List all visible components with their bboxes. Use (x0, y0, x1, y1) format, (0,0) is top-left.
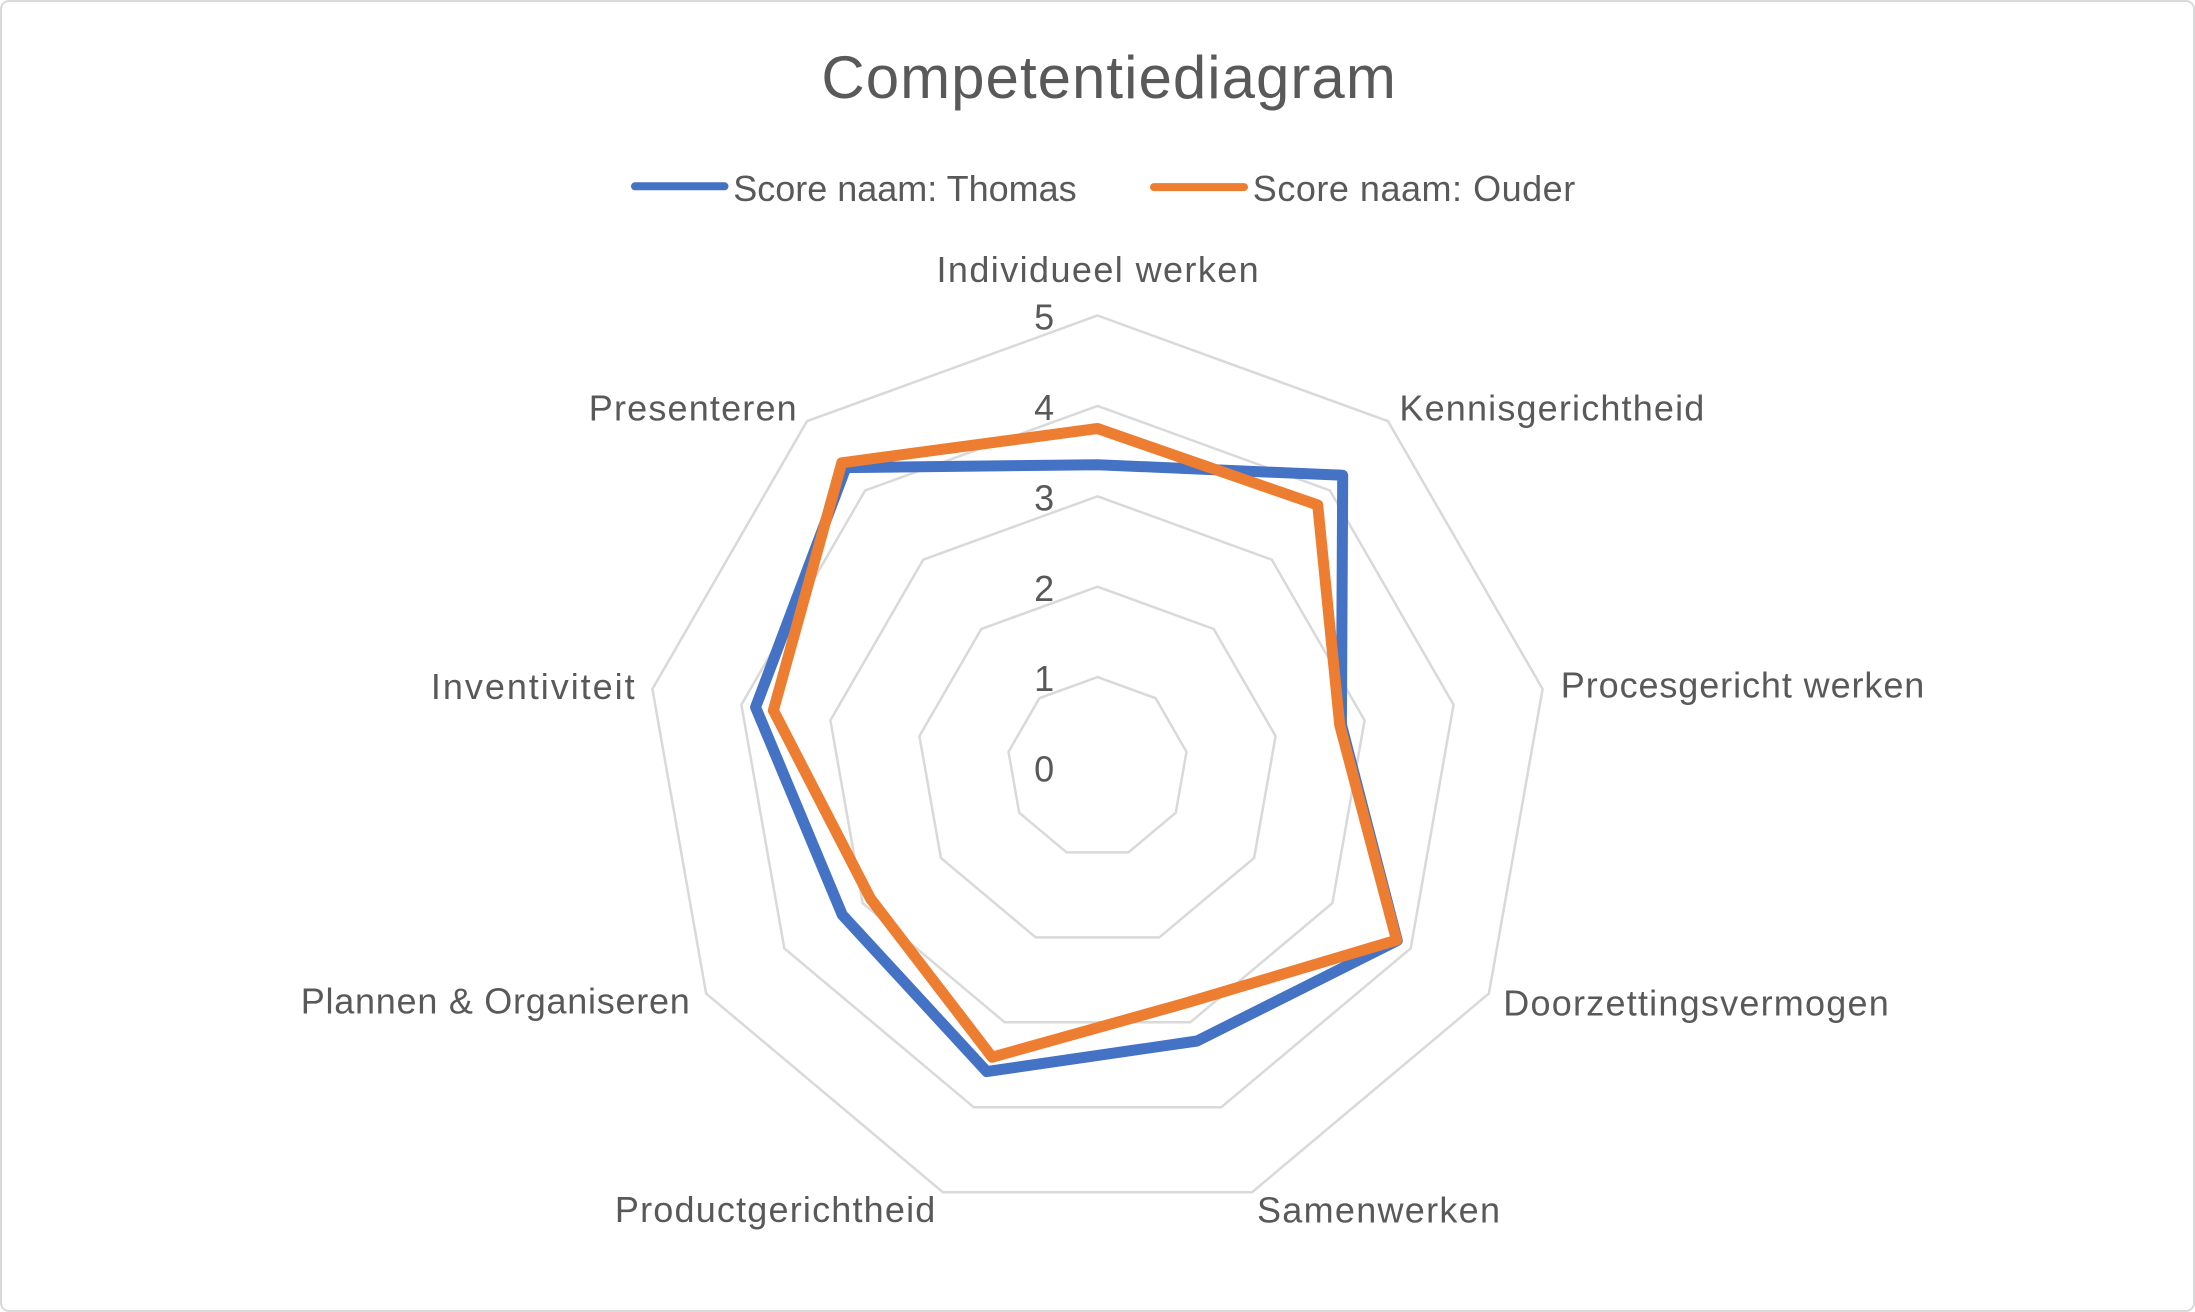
svg-text:1: 1 (1034, 658, 1054, 699)
svg-text:Presenteren: Presenteren (588, 387, 796, 428)
svg-text:2: 2 (1034, 567, 1054, 608)
svg-text:5: 5 (1034, 296, 1054, 337)
svg-text:Inventiviteit: Inventiviteit (430, 666, 634, 707)
svg-text:Individueel werken: Individueel werken (936, 248, 1258, 289)
svg-text:Plannen & Organiseren: Plannen & Organiseren (300, 980, 689, 1021)
svg-text:Kennisgerichtheid: Kennisgerichtheid (1399, 387, 1704, 428)
svg-text:Score naam: Thomas: Score naam: Thomas (733, 168, 1076, 209)
svg-text:0: 0 (1034, 748, 1054, 789)
svg-text:Procesgericht werken: Procesgericht werken (1560, 664, 1924, 705)
svg-text:Score naam: Ouder: Score naam: Ouder (1252, 168, 1574, 209)
svg-text:Productgerichtheid: Productgerichtheid (614, 1189, 934, 1230)
svg-text:3: 3 (1034, 477, 1054, 518)
svg-text:Competentiediagram: Competentiediagram (821, 43, 1395, 110)
svg-text:Doorzettingsvermogen: Doorzettingsvermogen (1503, 982, 1889, 1023)
svg-text:4: 4 (1034, 387, 1054, 428)
svg-text:Samenwerken: Samenwerken (1257, 1189, 1500, 1230)
